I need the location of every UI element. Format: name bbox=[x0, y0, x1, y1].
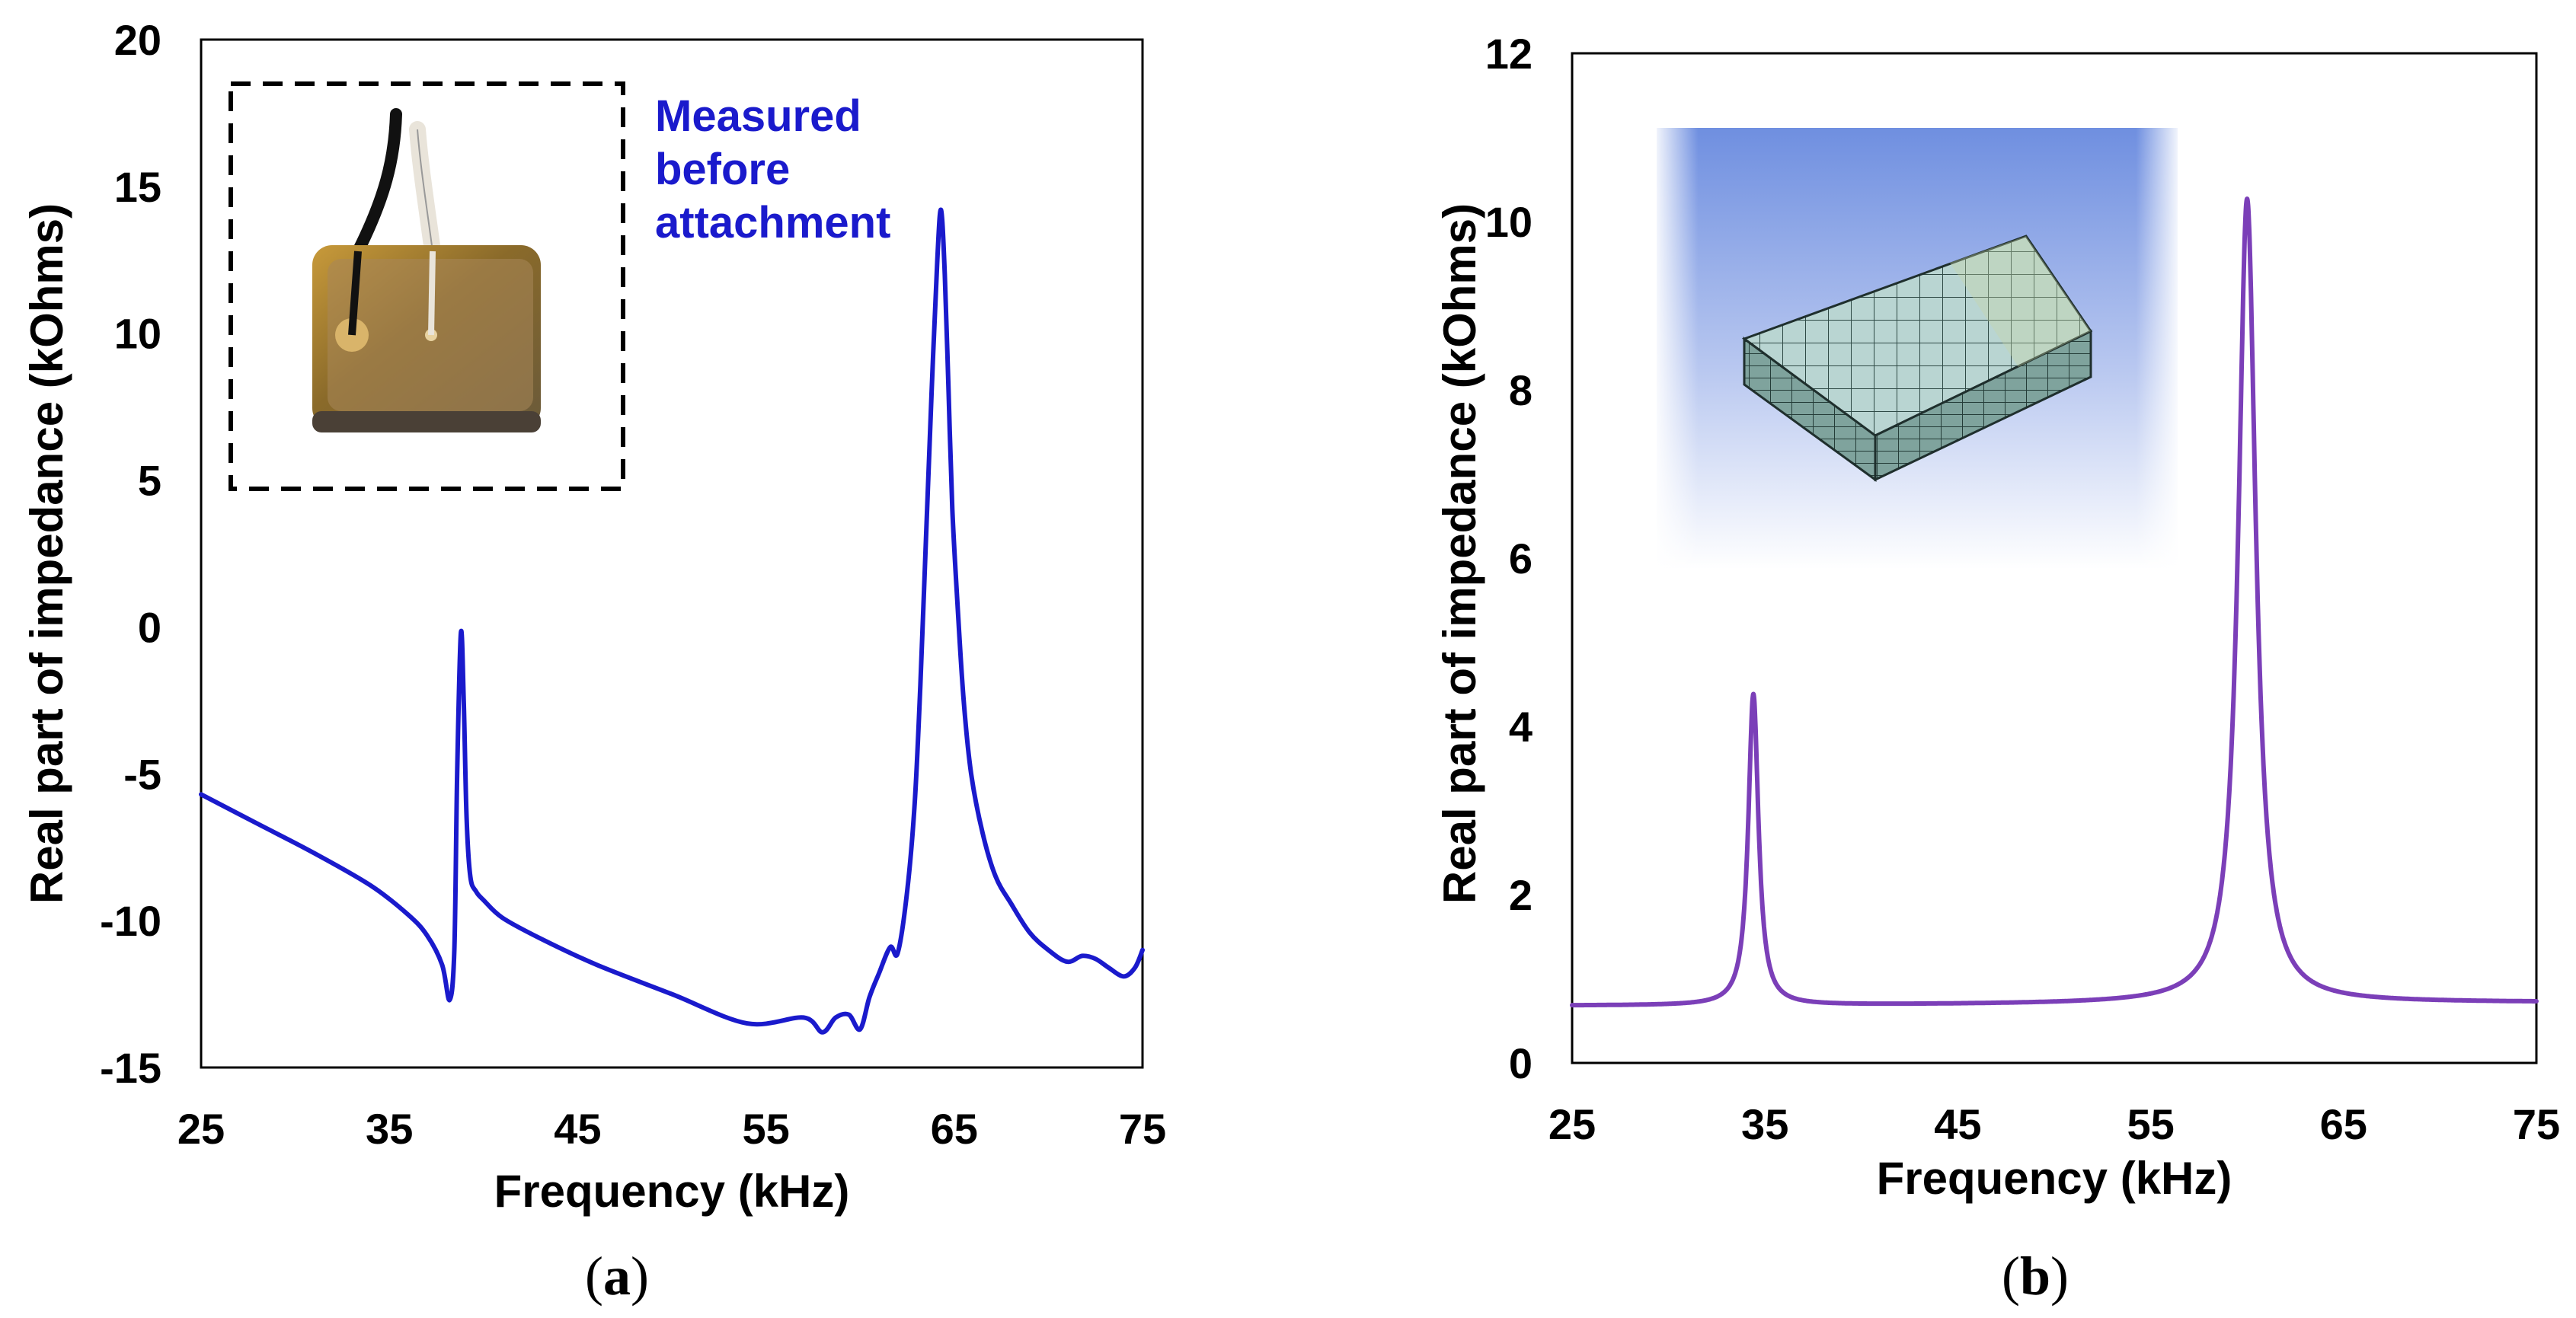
annotation-line: Measured bbox=[655, 91, 861, 141]
x-tick-label: 75 bbox=[1119, 1105, 1166, 1153]
x-tick-label: 35 bbox=[1741, 1100, 1788, 1148]
mesh-block-icon bbox=[1741, 235, 2093, 482]
caption-b: (b) bbox=[2002, 1246, 2069, 1307]
x-tick-label: 55 bbox=[2127, 1100, 2174, 1148]
panel-b: 0 2 4 6 8 10 12 25 35 45 55 65 75 Real part of impe… bbox=[1434, 30, 2560, 1307]
plot-frame-a bbox=[200, 38, 1144, 1069]
y-tick-label: 10 bbox=[114, 310, 161, 358]
x-tick-label: 35 bbox=[366, 1105, 413, 1153]
y-axis-title-a: Real part of impedance (kOhms) bbox=[21, 203, 72, 904]
y-tick-label: 20 bbox=[114, 16, 161, 64]
series-line-b bbox=[1570, 196, 2539, 1008]
y-tick-label: -15 bbox=[100, 1044, 161, 1092]
x-tick-label: 65 bbox=[2320, 1100, 2367, 1148]
y-tick-label: 0 bbox=[138, 603, 161, 651]
y-tick-labels-a: -15 -10 -5 0 5 10 15 20 bbox=[100, 16, 161, 1092]
y-tick-label: -10 bbox=[100, 897, 161, 945]
panel-a: -15 -10 -5 0 5 10 15 20 25 35 45 55 65 75 Measuredbe… bbox=[21, 16, 1166, 1307]
x-axis-title-a: Frequency (kHz) bbox=[494, 1166, 850, 1217]
y-tick-label: 5 bbox=[138, 457, 161, 505]
y-tick-labels-b: 0 2 4 6 8 10 12 bbox=[1485, 30, 1532, 1087]
inset-photo-a bbox=[229, 81, 625, 491]
x-tick-labels-a: 25 35 45 55 65 75 bbox=[177, 1105, 1166, 1153]
series-layer-a bbox=[199, 207, 1145, 1035]
x-axis-title-b: Frequency (kHz) bbox=[1877, 1153, 2232, 1204]
caption-a: (a) bbox=[585, 1246, 649, 1307]
x-tick-label: 55 bbox=[742, 1105, 789, 1153]
y-tick-label: 8 bbox=[1509, 366, 1532, 414]
series-line-a bbox=[199, 207, 1145, 1035]
y-tick-label: 2 bbox=[1509, 871, 1532, 919]
y-tick-label: 12 bbox=[1485, 30, 1532, 78]
inset-dashed-box bbox=[229, 81, 625, 491]
x-tick-label: 75 bbox=[2513, 1100, 2560, 1148]
annotation-line: attachment bbox=[655, 198, 890, 247]
x-tick-label: 25 bbox=[1548, 1100, 1596, 1148]
inset-fe-model-b bbox=[1657, 128, 2178, 570]
x-tick-labels-b: 25 35 45 55 65 75 bbox=[1548, 1100, 2560, 1148]
y-tick-label: 10 bbox=[1485, 198, 1532, 246]
y-tick-label: 6 bbox=[1509, 535, 1532, 582]
y-tick-label: 4 bbox=[1509, 703, 1532, 751]
caption-a-letter: a bbox=[603, 1246, 631, 1307]
caption-b-letter: b bbox=[2020, 1246, 2050, 1307]
transducer-photo-icon bbox=[312, 108, 541, 432]
series-layer-b bbox=[1570, 196, 2539, 1008]
x-tick-label: 45 bbox=[1934, 1100, 1981, 1148]
plot-frame-b bbox=[1571, 52, 2538, 1064]
y-tick-label: -5 bbox=[123, 750, 161, 798]
y-axis-title-b: Real part of impedance (kOhms) bbox=[1434, 203, 1485, 904]
x-tick-label: 25 bbox=[177, 1105, 225, 1153]
y-tick-label: 15 bbox=[114, 163, 161, 211]
x-tick-label: 65 bbox=[931, 1105, 978, 1153]
y-tick-label: 0 bbox=[1509, 1039, 1532, 1087]
annotation-line: before bbox=[655, 145, 790, 194]
x-tick-label: 45 bbox=[554, 1105, 601, 1153]
